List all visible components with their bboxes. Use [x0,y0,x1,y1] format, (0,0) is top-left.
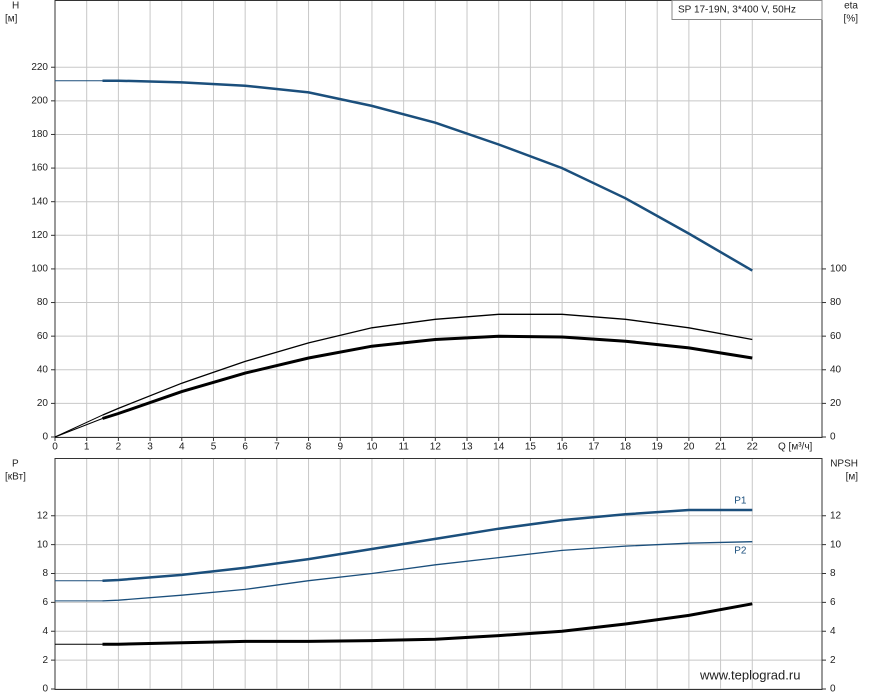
plot-area [55,0,822,438]
y2-tick-label: 0 [830,684,836,695]
y2-tick-label: 12 [830,510,842,521]
x-tick-label: 8 [306,442,312,453]
y2-axis-unit: [м] [846,472,859,483]
y-tick-label: 160 [31,163,48,174]
legend-box [671,0,823,20]
y2-tick-label: 20 [830,398,842,409]
x-tick-label: 5 [211,442,217,453]
y-tick-label: 0 [42,684,48,695]
y-tick-label: 20 [37,398,49,409]
y2-tick-label: 4 [830,626,836,637]
y2-tick-label: 100 [830,264,847,275]
x-tick-label: 2 [116,442,122,453]
x-tick-label: 13 [461,442,473,453]
x-tick-label: 0 [52,442,58,453]
x-tick-label: 22 [747,442,759,453]
x-tick-label: 6 [242,442,248,453]
curve [102,602,753,646]
y-tick-label: 6 [42,597,48,608]
curve [102,334,753,420]
y2-tick-label: 6 [830,597,836,608]
plot-frame [54,0,823,438]
y-axis-unit: [кВт] [5,472,26,483]
y-tick-label: 40 [37,364,49,375]
y-tick-label: 220 [31,62,48,73]
y-tick-label: 2 [42,655,48,666]
curve [102,541,753,602]
y-tick-label: 12 [37,510,49,521]
y-tick-label: 100 [31,264,48,275]
y-tick-label: 80 [37,297,49,308]
y-tick-label: 180 [31,129,48,140]
y-tick-label: 60 [37,331,49,342]
y2-tick-label: 40 [830,364,842,375]
x-tick-label: 15 [525,442,537,453]
panel: 0 1 2 3 4 5 6 7 8 9 10 11 12 13 14 15 16 17 18 19 20 21 220204… [5,0,858,453]
series-label: P1 [734,496,747,507]
panel: 0 2 4 6 8 10 12 0 2 4 6 8 10 12 P [кВт] NPSH [м] P1 P2 [5,458,858,695]
curve-extension [54,418,103,438]
y2-tick-label: 60 [830,331,842,342]
x-tick-label: 9 [337,442,343,453]
y-axis-unit: [м] [5,14,18,25]
plot-frame [54,458,823,690]
curve [102,508,753,582]
y-tick-label: 8 [42,568,48,579]
y2-axis-unit: [%] [844,14,859,25]
y2-tick-label: 2 [830,655,836,666]
x-tick-label: 12 [430,442,442,453]
x-tick-label: 1 [84,442,90,453]
y-tick-label: 4 [42,626,48,637]
y-axis-label: H [12,1,19,12]
y-tick-label: 140 [31,196,48,207]
curve-extension [54,414,103,438]
curve [102,313,753,416]
watermark: www.teplograd.ru [699,667,800,682]
x-tick-label: 7 [274,442,280,453]
y2-tick-label: 8 [830,568,836,579]
y2-axis-label: eta [844,1,858,12]
y2-tick-label: 0 [830,432,836,443]
y2-tick-label: 80 [830,297,842,308]
x-tick-label: 21 [715,442,727,453]
x-tick-label: 16 [557,442,569,453]
y-tick-label: 10 [37,539,49,550]
x-tick-label: 14 [493,442,505,453]
x-tick-label: 19 [652,442,664,453]
x-tick-label: 4 [179,442,185,453]
series-label: P2 [734,545,747,556]
x-tick-label: 11 [398,442,409,453]
y2-axis-label: NPSH [830,459,858,470]
y-axis-label: P [12,459,19,470]
x-tick-label: 3 [147,442,153,453]
chart-title: SP 17-19N, 3*400 V, 50Hz [678,5,796,16]
y-tick-label: 120 [31,230,48,241]
x-tick-label: 18 [620,442,632,453]
x-tick-label: 20 [683,442,695,453]
x-axis-label: Q [м³/ч] [778,442,813,453]
y-tick-label: 0 [42,432,48,443]
x-tick-label: 10 [366,442,378,453]
x-tick-label: 17 [588,442,600,453]
y-tick-label: 200 [31,95,48,106]
y2-tick-label: 10 [830,539,842,550]
curve [102,79,753,272]
